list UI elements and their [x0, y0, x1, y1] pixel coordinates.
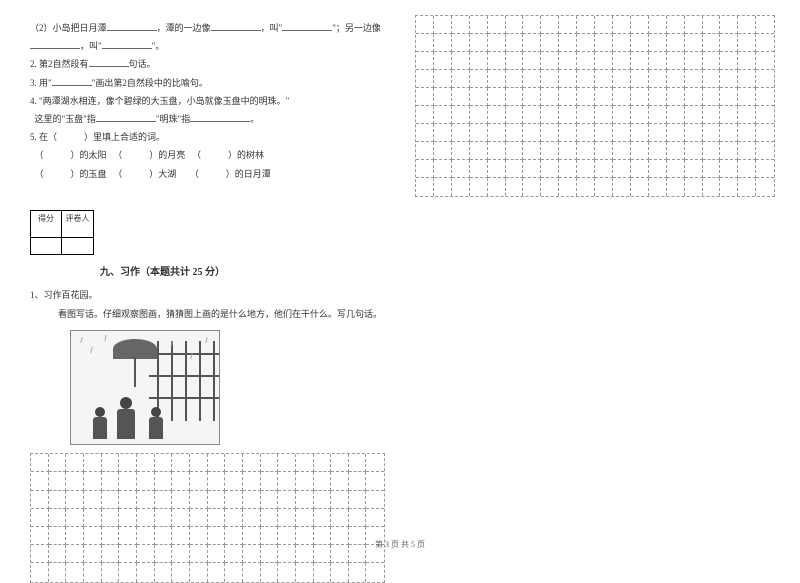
question-5-row2: （ ）的玉盘 （ ）大湖 （ ）的日月潭: [30, 166, 385, 182]
question-2b: 2. 第2自然段有 句话。: [30, 56, 385, 72]
blank[interactable]: [102, 39, 152, 49]
q2b-text-a: 2. 第2自然段有: [30, 59, 89, 69]
question-2-line2: ，叫" "。: [30, 38, 385, 54]
blank[interactable]: [107, 21, 157, 31]
q3-text-b: "画出第2自然段中的比喻句。: [92, 78, 208, 88]
q2-text-b: ，潭的一边像: [157, 23, 211, 33]
q2-text-a: （2）小岛把日月潭: [30, 23, 107, 33]
q5r1a: （ ）的太阳: [35, 150, 107, 160]
writing-grid-left[interactable]: [30, 453, 385, 582]
question-5-row1: （ ）的太阳 （ ）的月亮 （ ）的树林: [30, 147, 385, 163]
question-4b: 这里的"玉盘"指 "明珠"指 。: [30, 111, 385, 127]
illustration-image: [70, 330, 220, 445]
score-header-1: 得分: [30, 210, 62, 238]
item-1-text: 看图写话。仔细观察图画，猜猜图上画的是什么地方，他们在干什么。写几句话。: [30, 307, 385, 322]
q2-text-f: "。: [152, 41, 165, 51]
q5r1b: （ ）的月亮: [113, 150, 185, 160]
score-header-2: 评卷人: [62, 210, 94, 238]
q5r1c: （ ）的树林: [192, 150, 264, 160]
score-table: 得分 评卷人: [30, 210, 385, 238]
q2b-text-b: 句话。: [129, 59, 156, 69]
blank[interactable]: [89, 57, 129, 67]
blank[interactable]: [52, 76, 92, 86]
q5r2a: （ ）的玉盘: [35, 169, 107, 179]
blank[interactable]: [282, 21, 332, 31]
q4b-text-c: 。: [250, 114, 259, 124]
question-3: 3. 用" "画出第2自然段中的比喻句。: [30, 75, 385, 91]
page-footer: 第 3 页 共 5 页: [0, 539, 800, 550]
score-table-body: [30, 237, 385, 255]
blank[interactable]: [30, 39, 80, 49]
question-5: 5. 在（ ）里填上合适的词。: [30, 129, 385, 145]
blank[interactable]: [211, 21, 261, 31]
q5r2b: （ ）大湖: [113, 169, 176, 179]
q5r2c: （ ）的日月潭: [190, 169, 271, 179]
writing-grid-right[interactable]: [415, 15, 775, 197]
score-blank-2[interactable]: [62, 237, 94, 255]
q3-text-a: 3. 用": [30, 78, 52, 88]
question-2-line1: （2）小岛把日月潭 ，潭的一边像 ，叫" "；另一边像: [30, 20, 385, 36]
section-9-title: 九、习作（本题共计 25 分）: [100, 263, 385, 278]
q4b-text-b: "明珠"指: [156, 114, 190, 124]
q5-text: 5. 在（ ）里填上合适的词。: [30, 132, 165, 142]
q2-text-d: "；另一边像: [332, 23, 381, 33]
blank[interactable]: [190, 112, 250, 122]
score-blank-1[interactable]: [30, 237, 62, 255]
question-4a: 4. "两潭湖水相连，像个碧绿的大玉盘，小岛就像玉盘中的明珠。": [30, 93, 385, 109]
item-1-label: 1、习作百花园。: [30, 288, 385, 303]
q4a-text: 4. "两潭湖水相连，像个碧绿的大玉盘，小岛就像玉盘中的明珠。": [30, 96, 289, 106]
blank[interactable]: [96, 112, 156, 122]
q4b-text-a: 这里的"玉盘"指: [35, 114, 96, 124]
q2-text-c: ，叫": [261, 23, 283, 33]
q2-text-e: ，叫": [80, 41, 102, 51]
